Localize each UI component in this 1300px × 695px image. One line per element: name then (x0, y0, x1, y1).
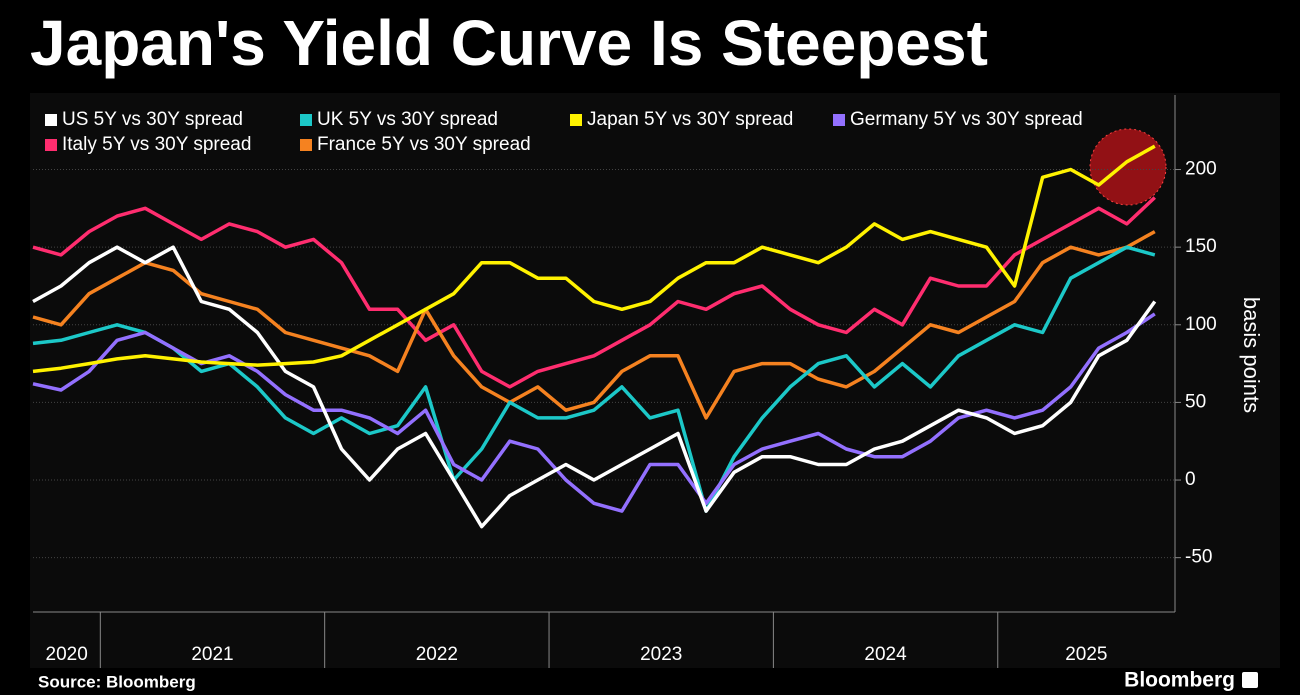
y-tick-label: -50 (1185, 547, 1212, 568)
x-tick-label: 2020 (46, 644, 88, 665)
y-tick-label: 50 (1185, 391, 1206, 412)
legend-label: US 5Y vs 30Y spread (62, 109, 243, 130)
legend-label: Germany 5Y vs 30Y spread (850, 109, 1083, 130)
series-line (32, 245, 1157, 529)
legend-label: Italy 5Y vs 30Y spread (62, 134, 251, 155)
y-tick-label: 150 (1185, 236, 1217, 257)
legend-swatch (45, 114, 57, 126)
series-line (32, 196, 1157, 389)
series-line (32, 144, 1156, 374)
source: Source: Bloomberg (38, 672, 196, 691)
x-tick-label: 2025 (1065, 644, 1107, 665)
legend-swatch (570, 114, 582, 126)
x-tick-label: 2021 (191, 644, 233, 665)
y-tick-label: 0 (1185, 469, 1196, 490)
y-axis-label: basis points (1239, 297, 1264, 413)
legend-swatch (833, 114, 845, 126)
brand-icon (1242, 672, 1258, 688)
series-line (32, 312, 1156, 513)
x-tick-label: 2022 (416, 644, 458, 665)
legend-swatch (300, 114, 312, 126)
series-line (32, 230, 1156, 420)
plot-area (30, 93, 1280, 668)
highlight-circle (1089, 128, 1167, 206)
brand: Bloomberg (1124, 669, 1235, 692)
legend-swatch (45, 139, 57, 151)
x-tick-label: 2023 (640, 644, 682, 665)
series-line (32, 245, 1156, 513)
x-tick-label: 2024 (864, 644, 907, 665)
chart-title: Japan's Yield Curve Is Steepest (30, 7, 988, 79)
legend-swatch (300, 139, 312, 151)
legend-label: Japan 5Y vs 30Y spread (587, 109, 793, 130)
legend-label: UK 5Y vs 30Y spread (317, 109, 498, 130)
y-tick-label: 200 (1185, 159, 1217, 180)
legend-label: France 5Y vs 30Y spread (317, 134, 531, 155)
y-tick-label: 100 (1185, 314, 1217, 335)
